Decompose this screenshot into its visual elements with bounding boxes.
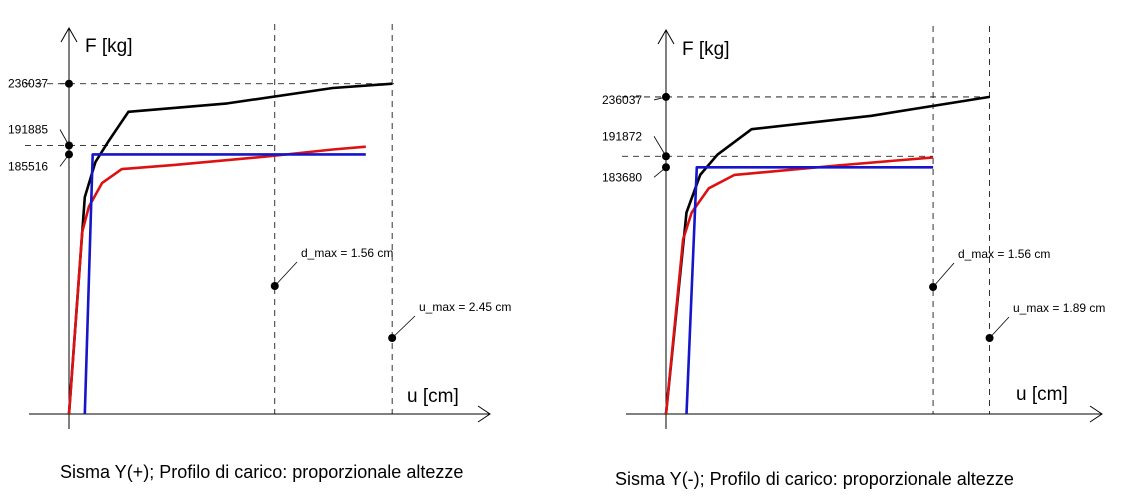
y-axis-title: F [kg]	[682, 39, 730, 60]
y-tick-leader-0	[653, 96, 667, 101]
y-tick-label-1: 191872	[602, 129, 642, 143]
vline-leader-1	[989, 316, 1010, 339]
y-tick-leader-1	[653, 136, 667, 157]
y-tick-leader-2	[59, 154, 70, 167]
y-tick-label-0: 236037	[602, 93, 642, 107]
y-tick-label-2: 185516	[8, 159, 48, 173]
y-tick-leader-2	[653, 166, 667, 178]
y-axis-arrow	[657, 28, 675, 45]
x-axis-title: u [cm]	[1016, 384, 1068, 405]
x-axis-arrow	[1089, 405, 1103, 423]
y-axis-arrow	[60, 26, 78, 43]
chart-panel-y-minus: F [kg] u [cm] d_max = 1.56 cm u_max = 1.89 …	[602, 26, 1105, 489]
vline-label-1: u_max = 2.45 cm	[419, 300, 511, 314]
chart-caption: Sisma Y(+); Profilo di carico: proporzio…	[60, 462, 463, 482]
vline-leader-1	[391, 315, 416, 339]
series-line-2	[83, 153, 366, 415]
vline-label-1: u_max = 1.89 cm	[1013, 301, 1105, 315]
vline-label-0: d_max = 1.56 cm	[301, 246, 393, 260]
vline-label-0: d_max = 1.56 cm	[958, 247, 1050, 261]
vline-leader-0	[932, 262, 955, 288]
series-line-0	[67, 82, 393, 415]
series-line-0	[664, 95, 990, 415]
chart-panel-y-plus: F [kg] u [cm] d_max = 1.56 cm u_max = 2.45 …	[8, 24, 511, 482]
y-tick-label-2: 183680	[602, 170, 642, 184]
series-line-2	[685, 166, 934, 415]
vline-leader-0	[274, 261, 298, 287]
x-axis-title: u [cm]	[407, 386, 459, 407]
y-tick-label-1: 191885	[8, 122, 48, 136]
x-axis-arrow	[477, 405, 491, 423]
y-axis-title: F [kg]	[85, 36, 133, 57]
series-line-1	[67, 145, 366, 415]
chart-caption: Sisma Y(-); Profilo di carico: proporzio…	[615, 469, 1014, 489]
series-line-1	[664, 156, 934, 415]
y-tick-leader-1	[59, 129, 70, 146]
y-tick-label-0: 236037	[8, 77, 48, 91]
